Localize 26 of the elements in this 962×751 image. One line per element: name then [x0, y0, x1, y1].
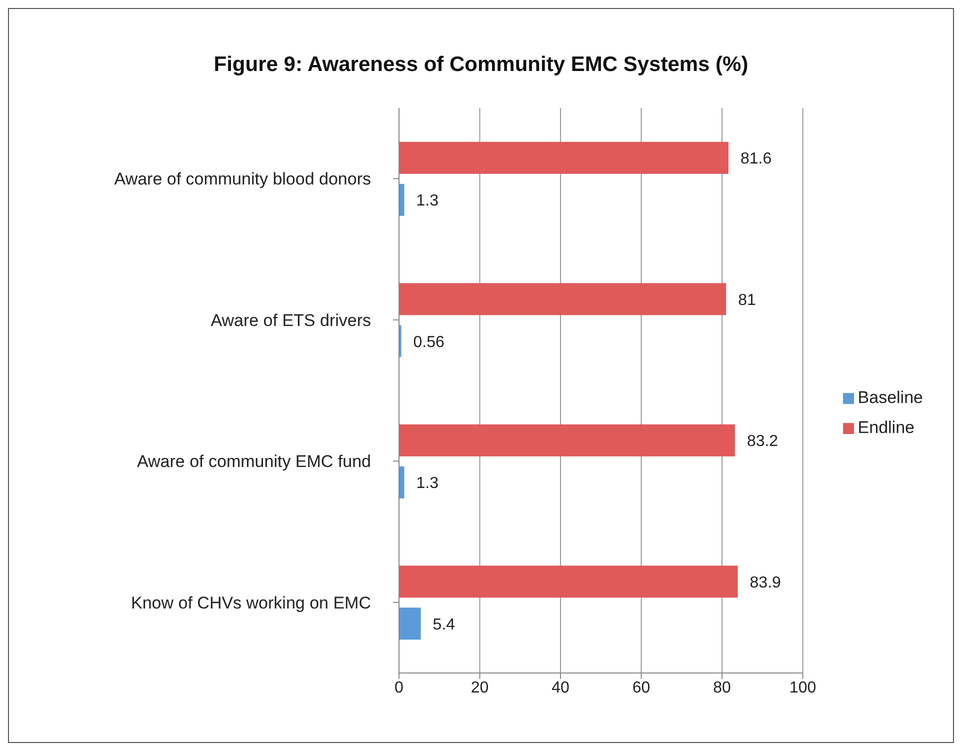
data-label: 1.3: [416, 192, 439, 210]
y-tick-label: Aware of ETS drivers: [210, 310, 371, 330]
data-label: 83.2: [746, 433, 778, 450]
data-label: 83.9: [750, 574, 782, 592]
x-tick-label: 20: [470, 679, 489, 696]
bar: [399, 283, 726, 316]
data-label: 81.6: [740, 150, 772, 168]
bar: [399, 142, 728, 174]
chart-title: Figure 9: Awareness of Community EMC Systems (%): [212, 52, 750, 78]
data-label: 81: [738, 292, 756, 309]
y-tick-label: Know of CHVs working on EMC: [131, 593, 371, 612]
x-tick-label: 80: [713, 679, 732, 696]
bar: [399, 566, 738, 598]
data-label: 0.56: [413, 334, 445, 351]
bar: [399, 424, 735, 456]
x-tick-label: 100: [789, 679, 816, 696]
y-tick-label: Aware of community blood donors: [114, 170, 371, 189]
x-tick-label: 60: [632, 679, 650, 696]
data-label: 1.3: [416, 475, 439, 492]
legend-label: Baseline: [858, 388, 923, 407]
bar: [399, 608, 421, 640]
x-tick-label: 0: [394, 679, 404, 696]
data-label: 5.4: [432, 616, 456, 634]
y-tick-label: Aware of community EMC fund: [137, 452, 371, 472]
x-tick-label: 40: [552, 679, 570, 696]
legend-label: Endline: [858, 418, 914, 437]
